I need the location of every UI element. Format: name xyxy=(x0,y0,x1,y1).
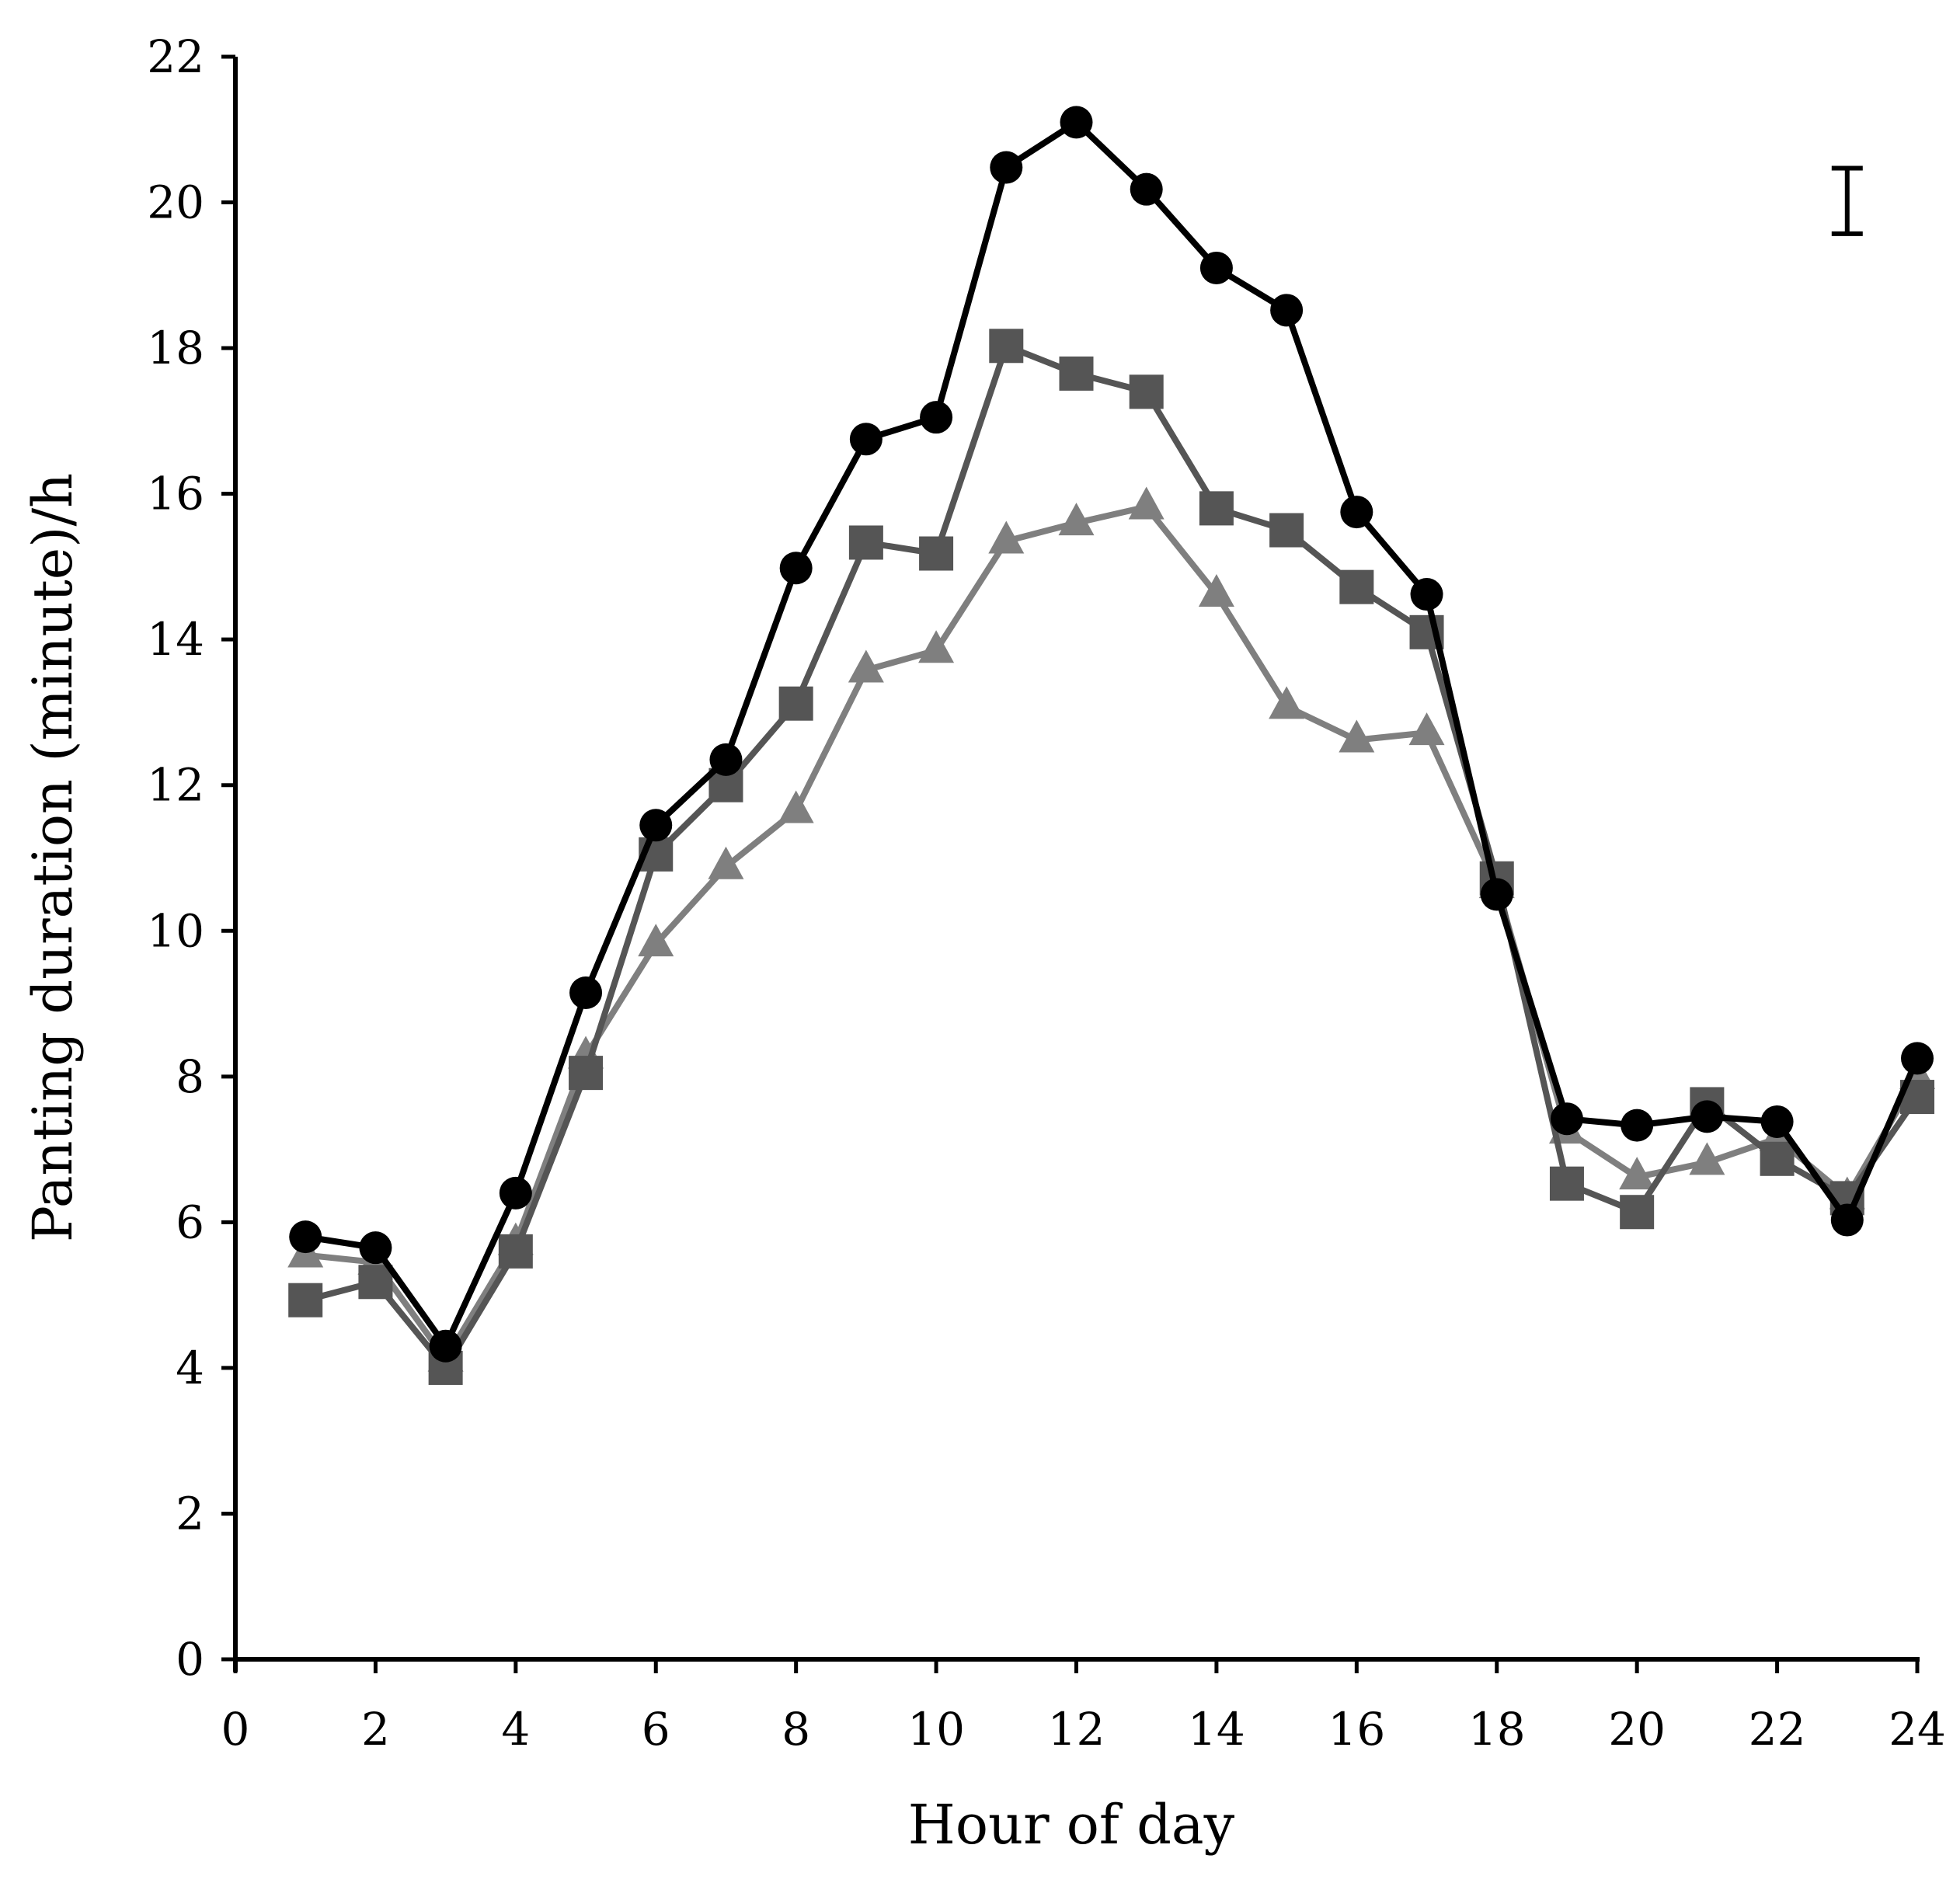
data-point-square xyxy=(1620,1195,1655,1230)
data-point-triangle xyxy=(1128,486,1165,520)
data-point-square xyxy=(1760,1141,1795,1176)
data-point-square xyxy=(498,1234,533,1269)
x-tick-label: 18 xyxy=(1468,1703,1526,1756)
data-point-circle xyxy=(849,423,883,456)
data-point-triangle xyxy=(848,649,884,683)
data-point-circle xyxy=(1901,1042,1934,1075)
data-point-circle xyxy=(1340,496,1373,529)
data-point-triangle xyxy=(1408,712,1445,746)
error-bar xyxy=(1831,165,1863,236)
data-point-circle xyxy=(1621,1109,1654,1142)
x-tick-label: 0 xyxy=(221,1703,250,1756)
data-point-triangle xyxy=(708,846,744,879)
data-point-square xyxy=(358,1265,393,1300)
x-tick-label: 22 xyxy=(1749,1703,1806,1756)
series-line-squares xyxy=(305,343,1920,1371)
x-tick-label: 14 xyxy=(1188,1703,1245,1756)
x-axis-title: Hour of day xyxy=(908,1793,1235,1857)
data-point-triangle xyxy=(918,630,955,663)
x-tick-label: 6 xyxy=(642,1703,670,1756)
data-point-circle xyxy=(639,809,673,842)
data-point-circle xyxy=(1410,578,1443,611)
data-point-triangle xyxy=(1689,1142,1725,1175)
series-triangles xyxy=(287,486,1935,1372)
data-point-triangle xyxy=(1058,503,1095,536)
data-point-circle xyxy=(289,1220,322,1254)
data-point-triangle xyxy=(1339,719,1375,753)
y-tick-label: 10 xyxy=(147,904,204,957)
data-point-square xyxy=(1199,491,1234,526)
data-point-circle xyxy=(569,976,603,1009)
y-tick-label: 6 xyxy=(176,1196,204,1248)
data-point-square xyxy=(1129,374,1164,409)
x-tick-label: 8 xyxy=(782,1703,810,1756)
data-point-circle xyxy=(779,552,813,585)
data-point-circle xyxy=(359,1231,392,1265)
y-tick-label: 18 xyxy=(147,322,204,374)
data-point-square xyxy=(1549,1166,1584,1201)
x-tick-label: 24 xyxy=(1889,1703,1946,1756)
data-point-circle xyxy=(1550,1102,1583,1136)
data-point-circle xyxy=(990,151,1023,184)
data-point-circle xyxy=(1270,294,1304,327)
data-point-square xyxy=(569,1056,604,1091)
x-tick-label: 12 xyxy=(1048,1703,1105,1756)
x-tick-label: 16 xyxy=(1328,1703,1385,1756)
data-point-circle xyxy=(920,401,953,434)
data-point-circle xyxy=(1830,1203,1864,1237)
data-point-circle xyxy=(429,1329,462,1363)
y-tick-label: 0 xyxy=(176,1633,204,1686)
y-tick-label: 4 xyxy=(176,1342,204,1394)
data-point-circle xyxy=(1130,172,1163,206)
data-point-square xyxy=(778,686,813,721)
data-point-square xyxy=(919,536,954,571)
data-point-square xyxy=(1339,569,1374,604)
data-point-square xyxy=(1269,513,1304,548)
y-tick-label: 14 xyxy=(147,613,204,666)
series-circles xyxy=(289,106,1934,1363)
series-line-triangles xyxy=(305,503,1920,1363)
data-point-circle xyxy=(1760,1105,1794,1138)
data-point-square xyxy=(288,1283,323,1317)
y-axis-title: Panting duration (minute)/h xyxy=(21,473,85,1242)
data-point-triangle xyxy=(1619,1157,1655,1190)
x-tick-label: 20 xyxy=(1608,1703,1666,1756)
data-point-square xyxy=(1059,356,1094,391)
y-tick-label: 16 xyxy=(147,468,204,520)
x-tick-label: 10 xyxy=(907,1703,965,1756)
data-point-triangle xyxy=(638,924,674,957)
data-point-triangle xyxy=(1198,574,1234,607)
x-tick-label: 2 xyxy=(361,1703,390,1756)
data-point-circle xyxy=(499,1176,532,1210)
data-point-circle xyxy=(1199,251,1233,284)
y-tick-label: 20 xyxy=(147,176,204,229)
series-squares xyxy=(288,329,1934,1385)
data-point-circle xyxy=(709,743,743,776)
x-tick-label: 4 xyxy=(501,1703,530,1756)
data-point-triangle xyxy=(1269,686,1305,719)
y-tick-label: 12 xyxy=(147,759,204,812)
y-tick-label: 22 xyxy=(147,30,204,83)
data-point-circle xyxy=(1480,878,1513,911)
y-tick-label: 8 xyxy=(176,1050,204,1103)
data-point-square xyxy=(989,329,1024,364)
data-point-circle xyxy=(1060,106,1093,139)
data-point-circle xyxy=(1690,1100,1724,1133)
data-point-triangle xyxy=(778,790,814,823)
y-tick-label: 2 xyxy=(176,1487,204,1540)
data-point-triangle xyxy=(988,520,1025,554)
data-point-square xyxy=(848,525,883,560)
